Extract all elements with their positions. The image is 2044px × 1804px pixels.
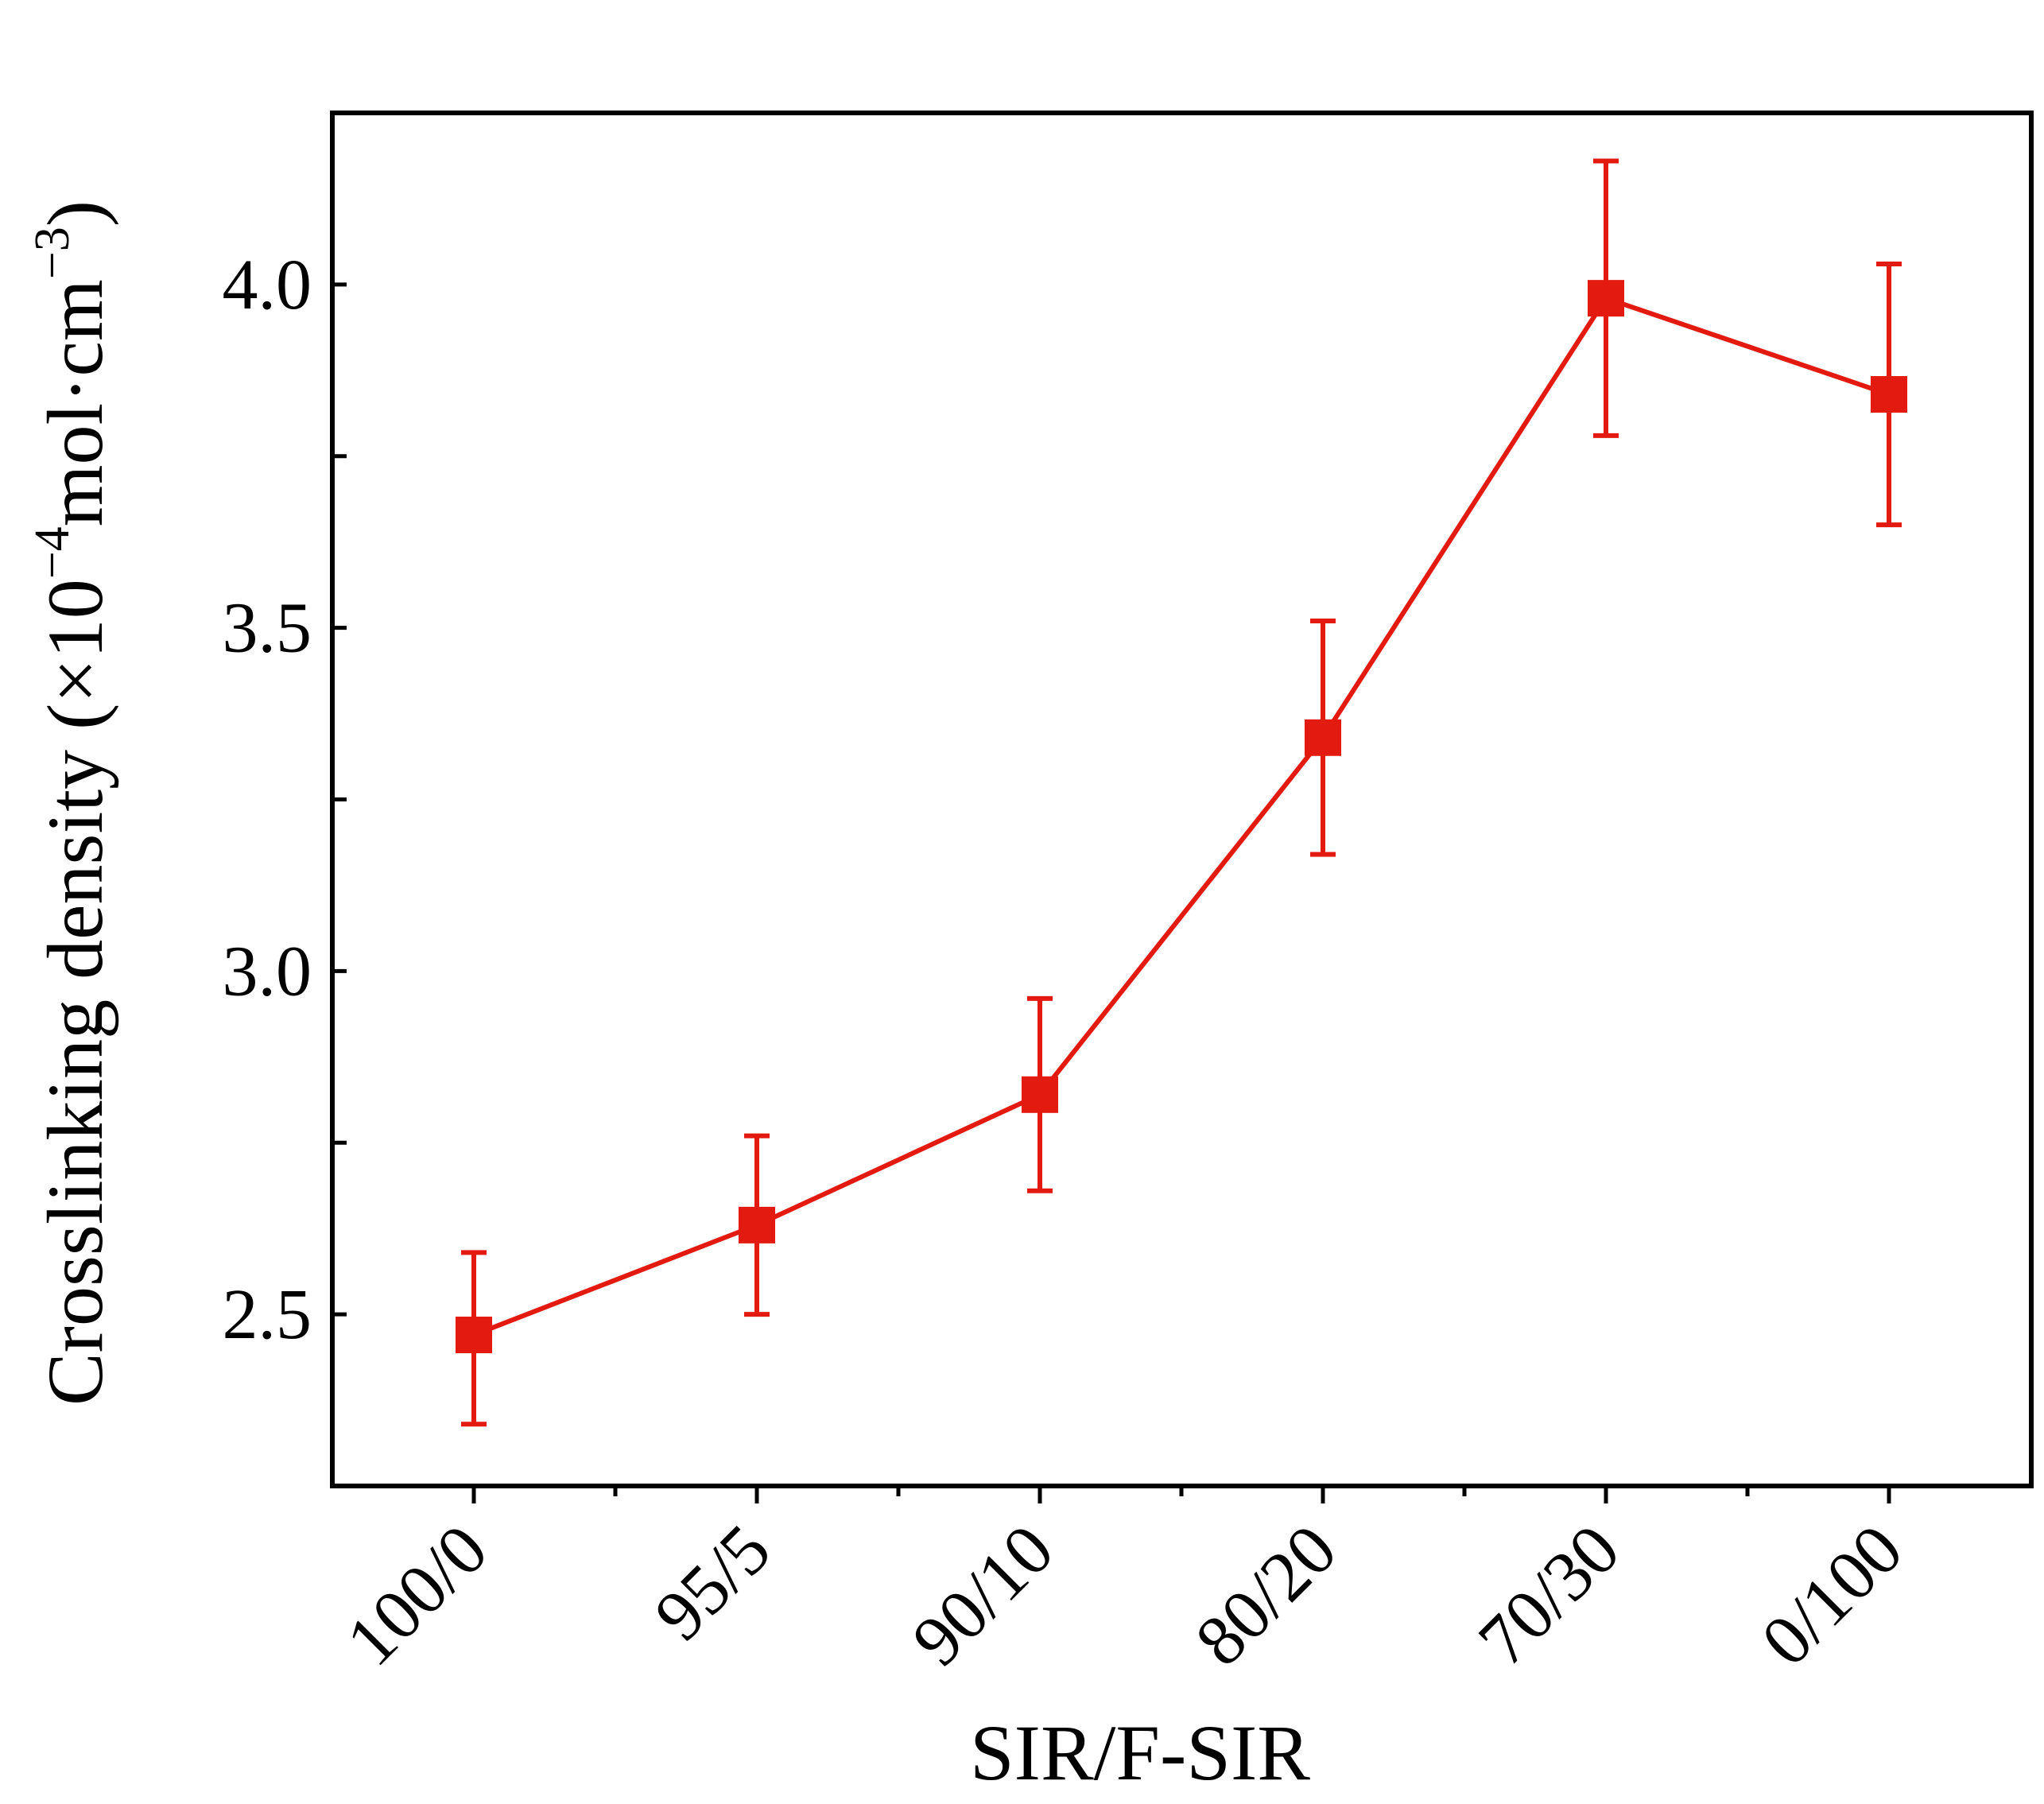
x-tick-label: 100/0 <box>332 1510 502 1681</box>
y-axis-title-exp2: −3 <box>25 227 80 279</box>
y-axis-title: Crosslinking density (×10−4mol·cm−3) <box>25 200 119 1406</box>
y-axis-title-main: Crosslinking density (×10 <box>31 579 119 1406</box>
y-tick-label: 2.5 <box>223 1275 312 1354</box>
series-line <box>472 296 1890 1337</box>
y-tick-label: 4.0 <box>223 246 312 324</box>
x-axis-title: SIR/F-SIR <box>970 1709 1310 1797</box>
data-point <box>1305 719 1341 756</box>
plot-frame <box>330 111 2034 1488</box>
data-point <box>456 1317 492 1354</box>
data-point <box>1022 1076 1058 1113</box>
plot-area: 2.5 3.0 3.5 4.0 100/0 95/5 90/10 80/20 70/30 0/10… <box>223 111 2034 1681</box>
x-tick-label: 90/10 <box>898 1510 1069 1681</box>
y-tick-label: 3.0 <box>223 932 312 1011</box>
y-axis-title-exp1: −4 <box>25 526 80 579</box>
x-tick-label: 70/30 <box>1464 1510 1635 1681</box>
data-point <box>1588 280 1624 317</box>
data-point <box>1871 376 1907 413</box>
data-point <box>739 1206 775 1243</box>
x-tick-label: 0/100 <box>1747 1510 1918 1681</box>
y-tick-label: 3.5 <box>223 589 312 668</box>
y-axis-title-mid: mol·cm <box>31 279 119 526</box>
y-axis-title-end: ) <box>31 200 119 227</box>
x-tick-label: 80/20 <box>1181 1510 1352 1681</box>
x-tick-label: 95/5 <box>640 1510 785 1655</box>
